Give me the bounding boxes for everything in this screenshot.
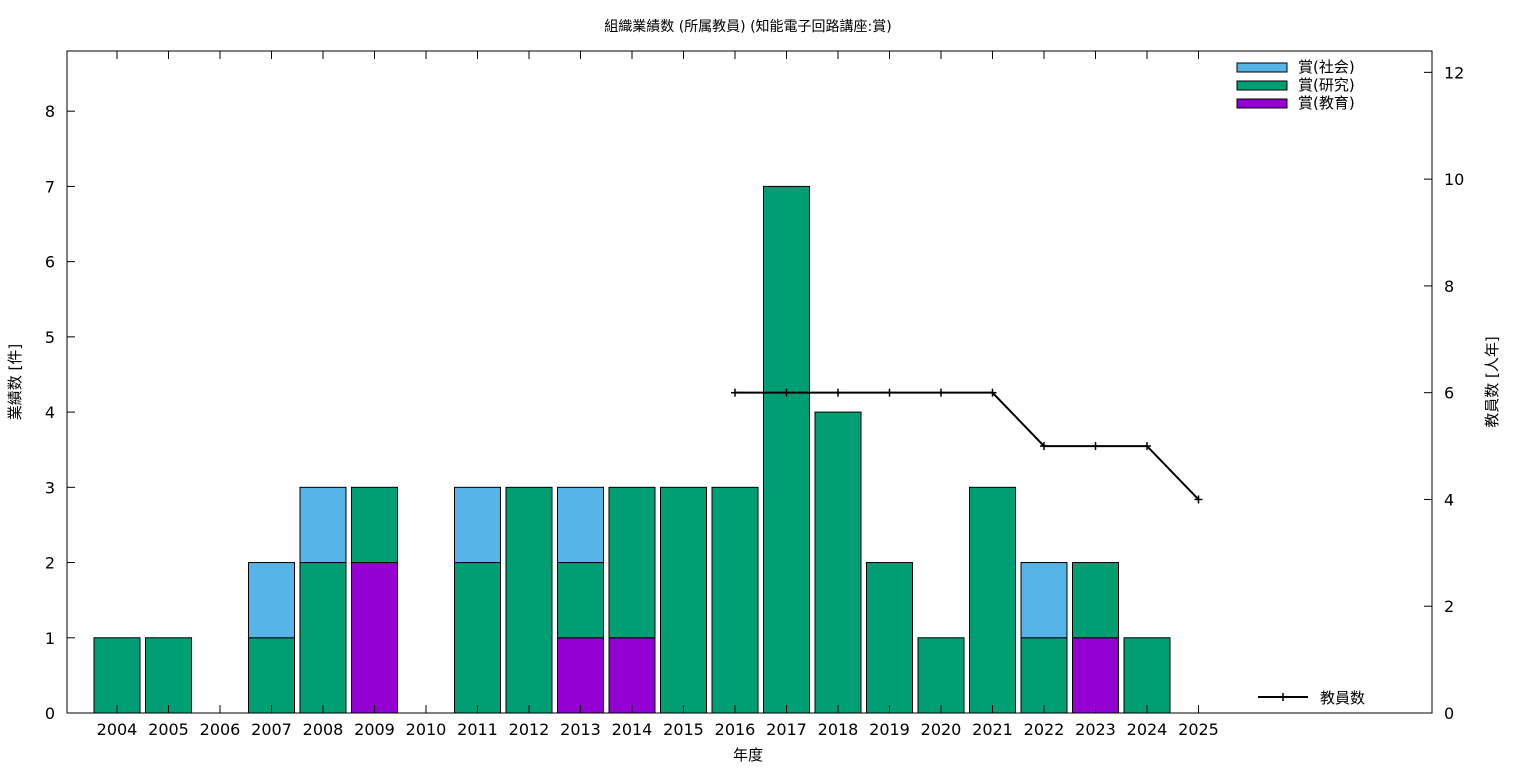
x-tick-label: 2006 (200, 720, 241, 739)
x-tick-label: 2007 (251, 720, 292, 739)
x-tick-label: 2010 (406, 720, 447, 739)
y2-tick-label: 0 (1444, 704, 1454, 723)
bar-2014-賞(研究) (608, 486, 656, 639)
bar-2008-賞(研究) (299, 562, 347, 714)
bar-2007-賞(社会) (248, 562, 295, 639)
y2-tick-label: 10 (1444, 170, 1464, 189)
x-tick-label: 2016 (715, 720, 756, 739)
bar-2011-賞(社会) (454, 486, 501, 564)
y2-tick-label: 4 (1444, 490, 1454, 509)
x-tick-label: 2011 (457, 720, 498, 739)
x-tick-label: 2005 (148, 720, 189, 739)
x-tick-label: 2019 (869, 720, 910, 739)
x-tick-label: 2004 (97, 720, 138, 739)
x-axis-label: 年度 (733, 746, 763, 764)
legend-label: 賞(教育) (1298, 94, 1355, 112)
bar-2017-賞(研究) (763, 185, 810, 714)
y2-tick-label: 2 (1444, 597, 1454, 616)
legend-swatch-賞(社会) (1236, 62, 1288, 73)
bar-2016-賞(研究) (711, 486, 759, 714)
bar-2013-賞(教育) (557, 637, 604, 714)
y2-tick-label: 6 (1444, 384, 1454, 403)
y-tick-label: 6 (45, 253, 55, 272)
y-tick-label: 1 (45, 629, 55, 648)
y-tick-label: 7 (45, 177, 55, 196)
plot-frame (66, 50, 1433, 714)
bar-2013-賞(社会) (557, 486, 604, 564)
x-tick-label: 2015 (663, 720, 704, 739)
x-tick-label: 2021 (972, 720, 1013, 739)
y-axis-label: 業績数 [件] (6, 344, 24, 420)
x-tick-label: 2025 (1178, 720, 1219, 739)
legend-swatch-賞(研究) (1236, 80, 1288, 91)
legend-label: 賞(研究) (1298, 76, 1355, 94)
bar-2021-賞(研究) (969, 486, 1016, 714)
x-tick-label: 2024 (1127, 720, 1168, 739)
legend-label: 賞(社会) (1298, 58, 1355, 76)
legend-label: 教員数 (1320, 689, 1365, 707)
y-tick-label: 0 (45, 704, 55, 723)
x-tick-label: 2018 (818, 720, 859, 739)
bars-group (93, 185, 1171, 714)
bar-2012-賞(研究) (505, 486, 553, 714)
y-tick-label: 8 (45, 102, 55, 121)
bar-2018-賞(研究) (814, 411, 862, 714)
bar-2023-賞(研究) (1072, 562, 1119, 639)
x-tick-label: 2017 (766, 720, 807, 739)
x-tick-label: 2012 (509, 720, 550, 739)
line-教員数 (735, 391, 1200, 501)
y-tick-label: 5 (45, 328, 55, 347)
x-tick-label: 2014 (612, 720, 653, 739)
bar-2005-賞(研究) (145, 637, 192, 714)
bar-2022-賞(社会) (1020, 562, 1068, 639)
legend: 賞(社会)賞(研究)賞(教育) 教員数 (1236, 58, 1365, 707)
line-series-group (731, 388, 1203, 504)
chart-title: 組織業績数 (所属教員) (知能電子回路講座:賞) (604, 18, 891, 35)
y2-axis-label: 教員数 [人年] (1483, 336, 1501, 427)
bar-2011-賞(研究) (454, 562, 501, 714)
bar-2020-賞(研究) (917, 637, 965, 714)
y-tick-label: 2 (45, 554, 55, 573)
bar-2024-賞(研究) (1123, 637, 1171, 714)
bar-2007-賞(研究) (248, 637, 295, 714)
legend-swatch-賞(教育) (1236, 98, 1288, 109)
bar-2008-賞(社会) (299, 486, 347, 564)
y-tick-label: 3 (45, 478, 55, 497)
bar-2019-賞(研究) (866, 562, 913, 714)
x-tick-label: 2020 (921, 720, 962, 739)
bar-2009-賞(研究) (351, 486, 398, 564)
x-tick-label: 2009 (354, 720, 395, 739)
bar-2009-賞(教育) (351, 562, 398, 714)
x-tick-label: 2022 (1024, 720, 1065, 739)
bar-2023-賞(教育) (1072, 637, 1119, 714)
bar-2014-賞(教育) (608, 637, 656, 714)
bar-2015-賞(研究) (660, 486, 707, 714)
x-tick-label: 2023 (1075, 720, 1116, 739)
y2-tick-label: 8 (1444, 277, 1454, 296)
bar-2022-賞(研究) (1020, 637, 1068, 714)
bar-2004-賞(研究) (93, 637, 141, 714)
x-tick-label: 2008 (303, 720, 344, 739)
y-tick-label: 4 (45, 403, 55, 422)
bar-2013-賞(研究) (557, 562, 604, 639)
y2-tick-label: 12 (1444, 63, 1464, 82)
x-tick-label: 2013 (560, 720, 601, 739)
